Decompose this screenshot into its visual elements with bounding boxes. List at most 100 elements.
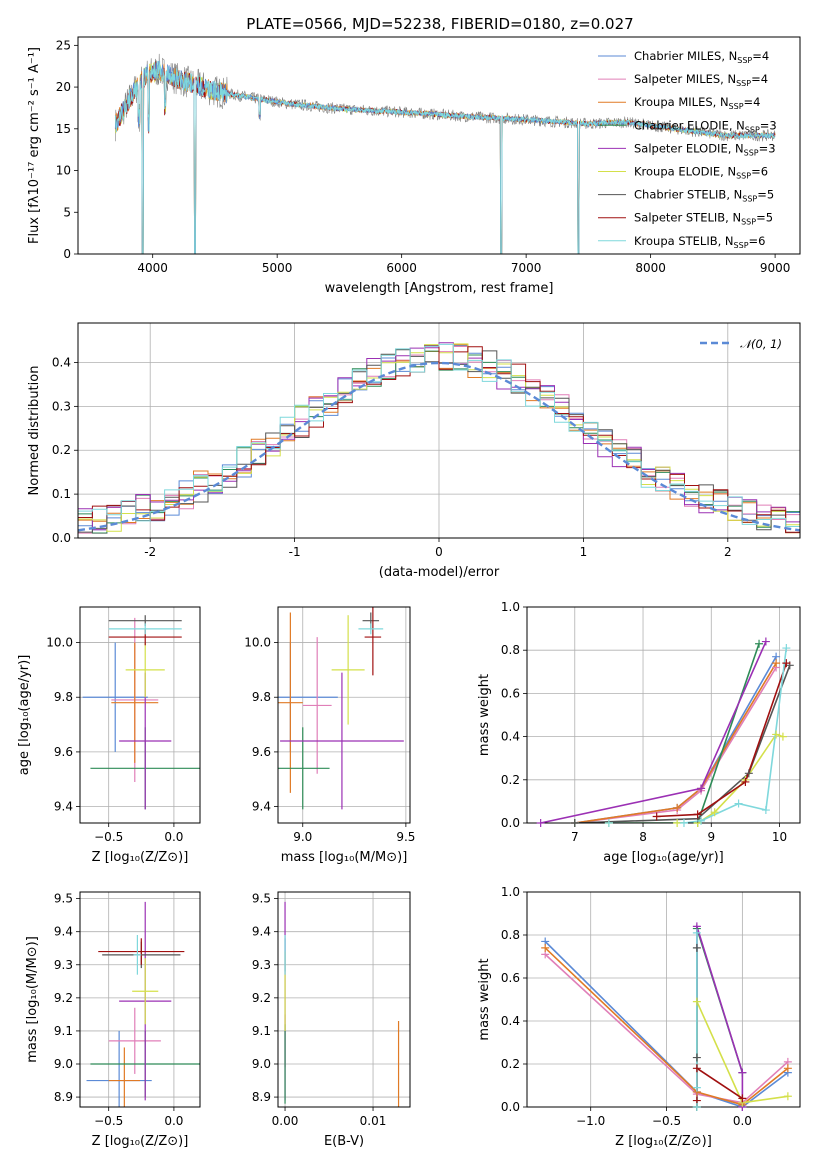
x-tick-label: 5000	[262, 261, 293, 275]
data-point-kroupa_elodie	[778, 732, 787, 741]
x-tick-label: 9.0	[293, 830, 312, 844]
x-tick-label: 0	[435, 545, 443, 559]
data-point-kroupa_miles	[783, 1064, 792, 1073]
legend-subscript: SSP	[741, 218, 756, 227]
data-point-kroupa_elodie	[692, 997, 701, 1006]
x-tick-label: 8	[639, 830, 647, 844]
plot-area-residuals	[78, 342, 800, 537]
axes-mass_vs_ebv	[278, 892, 410, 1107]
data-point-kroupa_stelib	[692, 1083, 701, 1092]
legend-subscript: SSP	[745, 125, 760, 134]
y-tick-label: 8.9	[252, 1090, 271, 1104]
legend-entry: Kroupa STELIB, NSSP=6	[634, 234, 765, 250]
legend-text: Kroupa MILES, N	[634, 95, 729, 109]
x-tick-label: 7	[571, 830, 579, 844]
y-tick-label: 20	[56, 80, 71, 94]
plot-area-age_vs_Z	[82, 615, 200, 810]
legend-entry: Chabrier ELODIE, NSSP=3	[634, 118, 777, 134]
data-point-kroupa_stelib	[679, 819, 688, 827]
axes-massweight_vs_age	[527, 606, 800, 824]
axes-mass_vs_Z	[80, 892, 200, 1107]
spectrum-line-kroupa_stelib	[114, 60, 776, 254]
x-axis-label: Z [log₁₀(Z/Z⊙)]	[615, 1134, 712, 1149]
data-point-chabrier_stelib	[570, 819, 579, 827]
legend-entry: Salpeter ELODIE, NSSP=3	[634, 141, 776, 157]
legend-subscript: SSP	[729, 102, 744, 111]
plot-area-spectrum	[114, 53, 776, 254]
y-tick-label: 10.0	[244, 636, 271, 650]
y-tick-label: 9.0	[54, 1057, 73, 1071]
y-tick-label: 0	[63, 247, 71, 261]
data-point-kroupa_stelib	[697, 816, 706, 825]
data-point-salpeter_elodie	[761, 637, 770, 646]
legend-text: Salpeter STELIB, N	[634, 211, 741, 225]
y-axis-label: mass weight	[477, 958, 492, 1040]
data-point-kroupa_elodie	[710, 808, 719, 817]
y-tick-label: 25	[56, 38, 71, 52]
axes-frame	[77, 36, 801, 255]
data-point-salpeter_stelib	[693, 810, 702, 819]
data-point-kroupa_miles	[541, 943, 550, 952]
y-tick-label: 9.1	[54, 1024, 73, 1038]
data-point-salpeter_elodie	[697, 784, 706, 793]
x-axis-label: age [log₁₀(age/yr)]	[603, 850, 724, 865]
x-tick-label: 10	[772, 830, 787, 844]
y-tick-label: 0.4	[501, 1014, 520, 1028]
y-tick-label: 0.2	[52, 443, 71, 457]
frame-mass_vs_Z: −0.5 0.0 8.9 9.0 9.1 9.2 9.3 9.4 9.5 Z [log₁₀(Z/Z…	[25, 891, 201, 1149]
y-tick-label: 9.2	[54, 991, 73, 1005]
frame-spectrum: 4000 5000 6000 7000 8000 9000 0 5 10 15 20 25 wavele…	[27, 36, 801, 296]
y-tick-label: 0.0	[52, 531, 71, 545]
x-tick-label: 4000	[137, 261, 168, 275]
data-point-salpeter_stelib	[738, 1094, 747, 1103]
data-point-kroupa_stelib	[692, 928, 701, 937]
y-tick-label: 9.5	[252, 892, 271, 906]
x-axis-label: wavelength [Angstrom, rest frame]	[325, 281, 554, 296]
y-axis-label: mass weight	[477, 674, 492, 756]
series-line-chabrier_stelib	[574, 665, 791, 823]
frame-massweight_vs_Z: −1.0 −0.5 0.0 0.0 0.2 0.4 0.6 0.8 1.0 Z [log₁₀(Z/…	[477, 885, 801, 1149]
plot-area-mass_vs_ebv	[284, 901, 400, 1107]
x-tick-label: 7000	[511, 261, 542, 275]
series-line-kroupa_miles	[574, 662, 777, 823]
legend-entry: Kroupa MILES, NSSP=4	[634, 95, 760, 111]
x-tick-label: −1.0	[576, 1114, 605, 1128]
data-point-salpeter_stelib	[741, 777, 750, 786]
legend-text: =3	[759, 141, 776, 155]
y-tick-label: 0.8	[501, 928, 520, 942]
y-tick-label: 0.6	[501, 971, 520, 985]
axes-residuals	[78, 323, 800, 539]
series-line-salpeter_miles	[574, 667, 777, 823]
frame-massweight_vs_age: 7 8 9 10 0.0 0.2 0.4 0.6 0.8 1.0 age [log₁₀(age/yr…	[477, 600, 801, 865]
data-point-kroupa_elodie	[783, 1092, 792, 1101]
x-tick-label: 8000	[635, 261, 666, 275]
plot-area-age_vs_mass	[278, 607, 404, 810]
legend-text: Kroupa STELIB, N	[634, 234, 734, 248]
gaussian-curve	[78, 361, 800, 532]
y-tick-label: 0.2	[501, 773, 520, 787]
data-point-kroupa_stelib	[692, 1103, 701, 1111]
frame-mass_vs_ebv: 0.00 0.01 8.9 9.0 9.1 9.2 9.3 9.4 9.5 E(B-V)	[252, 891, 411, 1149]
y-tick-label: 0.8	[501, 643, 520, 657]
plot-area-massweight_vs_Z	[544, 926, 789, 1107]
legend-text: Chabrier STELIB, N	[634, 188, 742, 202]
y-tick-label: 10	[56, 164, 71, 178]
x-tick-label: 0.0	[164, 1114, 183, 1128]
x-tick-label: 0.0	[164, 830, 183, 844]
x-tick-label: 0.01	[360, 1114, 387, 1128]
x-tick-label: 1	[580, 545, 588, 559]
y-tick-label: 0.1	[52, 487, 71, 501]
y-axis-label: Flux [fλ10⁻¹⁷ erg cm⁻² s⁻¹ A⁻¹]	[27, 47, 42, 244]
data-point-kroupa_stelib	[734, 799, 743, 808]
y-tick-label: 0.4	[501, 730, 520, 744]
legend-text: Salpeter MILES, N	[634, 72, 736, 86]
x-tick-label: -1	[289, 545, 301, 559]
y-tick-label: 9.0	[252, 1057, 271, 1071]
data-point-kroupa_stelib	[761, 806, 770, 815]
legend-text: =4	[752, 49, 769, 63]
series-line-kroupa_miles	[544, 947, 789, 1106]
legend-text: Salpeter ELODIE, N	[634, 141, 744, 155]
data-point-salpeter_stelib	[692, 1064, 701, 1073]
legend-subscript: SSP	[736, 79, 751, 88]
